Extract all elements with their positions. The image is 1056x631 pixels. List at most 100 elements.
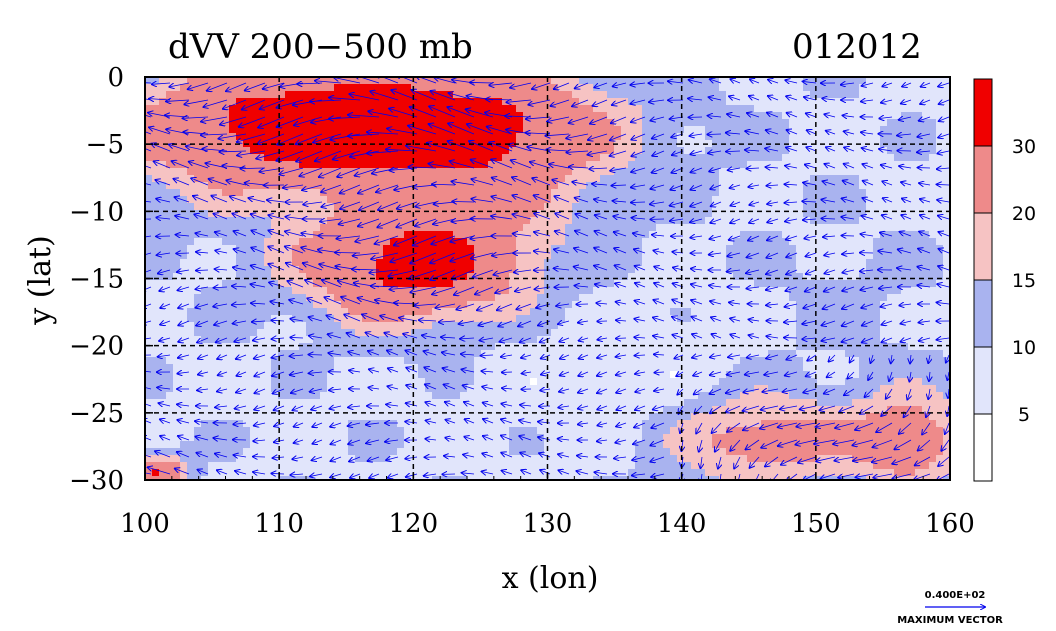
field-cell xyxy=(278,259,286,267)
field-cell xyxy=(733,308,741,316)
field-cell xyxy=(600,77,608,85)
field-cell xyxy=(677,154,685,162)
field-cell xyxy=(845,273,853,281)
field-cell xyxy=(726,77,734,85)
field-cell xyxy=(642,210,650,218)
field-cell xyxy=(621,343,629,351)
field-cell xyxy=(908,322,916,330)
field-cell xyxy=(705,98,713,106)
field-cell xyxy=(187,112,195,120)
field-cell xyxy=(586,364,594,372)
field-cell xyxy=(586,147,594,155)
field-cell xyxy=(439,371,447,379)
field-cell xyxy=(719,273,727,281)
field-cell xyxy=(278,126,286,134)
field-cell xyxy=(159,231,167,239)
field-cell xyxy=(880,357,888,365)
field-cell xyxy=(439,119,447,127)
field-cell xyxy=(621,84,629,92)
field-cell xyxy=(229,238,237,246)
field-cell xyxy=(215,112,223,120)
field-cell xyxy=(222,175,230,183)
field-cell xyxy=(145,378,153,386)
field-cell xyxy=(215,294,223,302)
field-cell xyxy=(180,189,188,197)
field-cell xyxy=(439,266,447,274)
field-cell xyxy=(236,266,244,274)
field-cell xyxy=(859,168,867,176)
field-cell xyxy=(313,336,321,344)
field-cell xyxy=(607,119,615,127)
field-cell xyxy=(474,168,482,176)
field-cell xyxy=(789,196,797,204)
field-cell xyxy=(467,189,475,197)
field-cell xyxy=(789,140,797,148)
field-cell xyxy=(187,126,195,134)
field-cell xyxy=(166,168,174,176)
field-cell xyxy=(565,210,573,218)
field-cell xyxy=(502,364,510,372)
field-cell xyxy=(656,364,664,372)
field-cell xyxy=(558,266,566,274)
field-cell xyxy=(257,224,265,232)
field-cell xyxy=(691,280,699,288)
field-cell xyxy=(691,238,699,246)
field-cell xyxy=(936,252,944,260)
field-cell xyxy=(656,217,664,225)
field-cell xyxy=(362,364,370,372)
field-cell xyxy=(362,91,370,99)
field-cell xyxy=(446,294,454,302)
field-cell xyxy=(236,357,244,365)
field-cell xyxy=(579,140,587,148)
field-cell xyxy=(404,266,412,274)
field-cell xyxy=(866,217,874,225)
field-cell xyxy=(747,84,755,92)
field-cell xyxy=(201,329,209,337)
field-cell xyxy=(565,343,573,351)
field-cell xyxy=(761,105,769,113)
field-cell xyxy=(299,259,307,267)
field-cell xyxy=(348,294,356,302)
field-cell xyxy=(397,133,405,141)
field-cell xyxy=(908,175,916,183)
field-cell xyxy=(502,301,510,309)
field-cell xyxy=(278,147,286,155)
field-cell xyxy=(243,371,251,379)
field-cell xyxy=(635,105,643,113)
field-cell xyxy=(789,133,797,141)
field-cell xyxy=(215,119,223,127)
field-cell xyxy=(334,224,342,232)
field-cell xyxy=(621,77,629,85)
field-cell xyxy=(936,189,944,197)
field-cell xyxy=(313,287,321,295)
field-cell xyxy=(789,294,797,302)
field-cell xyxy=(551,161,559,169)
field-cell xyxy=(509,189,517,197)
field-cell xyxy=(670,189,678,197)
field-cell xyxy=(418,280,426,288)
field-cell xyxy=(243,231,251,239)
field-cell xyxy=(691,273,699,281)
field-cell xyxy=(691,364,699,372)
field-cell xyxy=(740,154,748,162)
field-cell xyxy=(684,245,692,253)
field-cell xyxy=(677,259,685,267)
field-cell xyxy=(936,126,944,134)
field-cell xyxy=(299,126,307,134)
field-cell xyxy=(362,378,370,386)
field-cell xyxy=(348,203,356,211)
field-cell xyxy=(299,308,307,316)
field-cell xyxy=(418,371,426,379)
field-cell xyxy=(243,84,251,92)
field-cell xyxy=(383,196,391,204)
field-cell xyxy=(425,371,433,379)
field-cell xyxy=(838,280,846,288)
field-cell xyxy=(334,119,342,127)
field-cell xyxy=(600,161,608,169)
field-cell xyxy=(768,280,776,288)
field-cell xyxy=(838,203,846,211)
field-cell xyxy=(943,119,950,127)
field-cell xyxy=(761,133,769,141)
field-cell xyxy=(194,140,202,148)
field-cell xyxy=(719,357,727,365)
